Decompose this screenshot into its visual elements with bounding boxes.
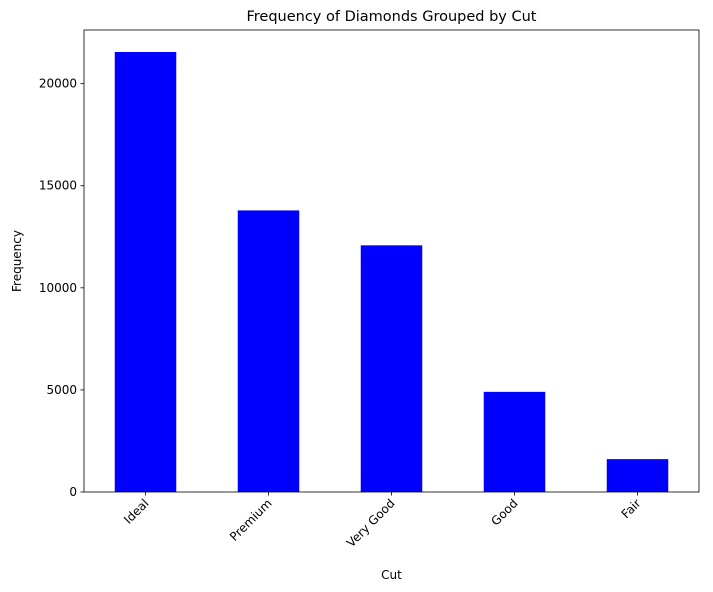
- bar-good: [483, 391, 546, 492]
- y-tick-label: 10000: [39, 281, 77, 295]
- x-tick-label: Premium: [227, 496, 275, 544]
- x-axis-label: Cut: [381, 568, 402, 582]
- y-ticks-group: 0 5000 10000 15000 20000: [39, 77, 84, 499]
- x-ticks-group: Ideal Premium Very Good Good Fair: [121, 492, 644, 550]
- y-tick-label: 20000: [39, 77, 77, 91]
- chart-title: Frequency of Diamonds Grouped by Cut: [246, 9, 536, 25]
- bar-premium: [237, 210, 300, 492]
- y-tick-label: 15000: [39, 179, 77, 193]
- bar-very-good: [360, 245, 423, 492]
- y-tick-label: 0: [69, 485, 77, 499]
- x-tick-label: Ideal: [121, 496, 152, 527]
- bar-ideal: [114, 51, 177, 492]
- x-tick-label: Very Good: [344, 496, 398, 550]
- x-tick-label: Fair: [619, 496, 644, 521]
- plot-frame: [83, 29, 700, 493]
- y-axis-label: Frequency: [10, 230, 24, 292]
- y-tick-label: 5000: [46, 383, 77, 397]
- bars-group: [114, 51, 669, 492]
- bar-fair: [606, 459, 669, 492]
- x-tick-label: Good: [488, 496, 520, 528]
